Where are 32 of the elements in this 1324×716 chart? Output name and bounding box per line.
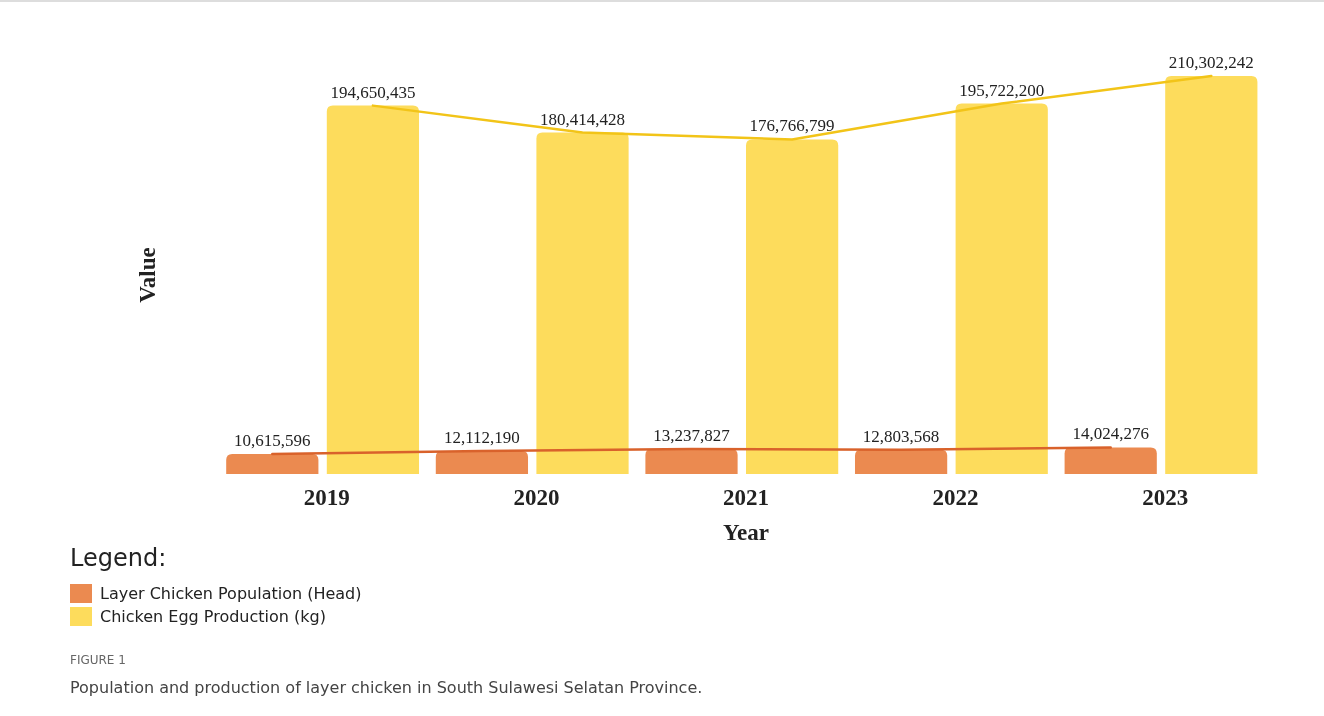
legend-label: Chicken Egg Production (kg) — [100, 607, 326, 626]
data-label: 210,302,242 — [1168, 53, 1254, 72]
x-tick-label: 2019 — [303, 485, 350, 510]
x-axis-title: Year — [723, 520, 769, 545]
bar — [226, 453, 319, 474]
bar — [854, 449, 948, 474]
x-tick-label: 2022 — [932, 485, 979, 510]
data-label: 194,650,435 — [330, 82, 416, 102]
caption: FIGURE 1 — [70, 653, 126, 667]
bar — [326, 105, 420, 474]
legend-label: Layer Chicken Population (Head) — [100, 584, 362, 603]
bar — [1165, 76, 1258, 474]
bar — [536, 132, 629, 474]
y-axis-title: Value — [135, 247, 160, 303]
x-tick-label: 2021 — [723, 485, 769, 510]
data-label: 14,024,276 — [1072, 424, 1149, 444]
data-label: 180,414,428 — [540, 109, 626, 129]
data-label: 10,615,596 — [234, 430, 311, 450]
bar — [645, 448, 738, 474]
x-tick-label: 2023 — [1142, 485, 1189, 510]
data-label: 195,722,200 — [959, 80, 1045, 100]
legend-title: Legend: — [70, 544, 167, 572]
data-label: 12,112,190 — [443, 428, 520, 448]
bar — [1064, 447, 1157, 474]
bar — [955, 103, 1048, 474]
data-label: 176,766,799 — [749, 116, 835, 136]
text: Population and production of layer chicken in South Sulawesi Selatan Province. — [70, 678, 703, 697]
bar — [746, 139, 839, 474]
bar — [435, 451, 529, 474]
x-tick-label: 2020 — [513, 485, 560, 510]
data-label: 13,237,827 — [653, 425, 731, 445]
data-label: 12,803,568 — [862, 426, 940, 446]
